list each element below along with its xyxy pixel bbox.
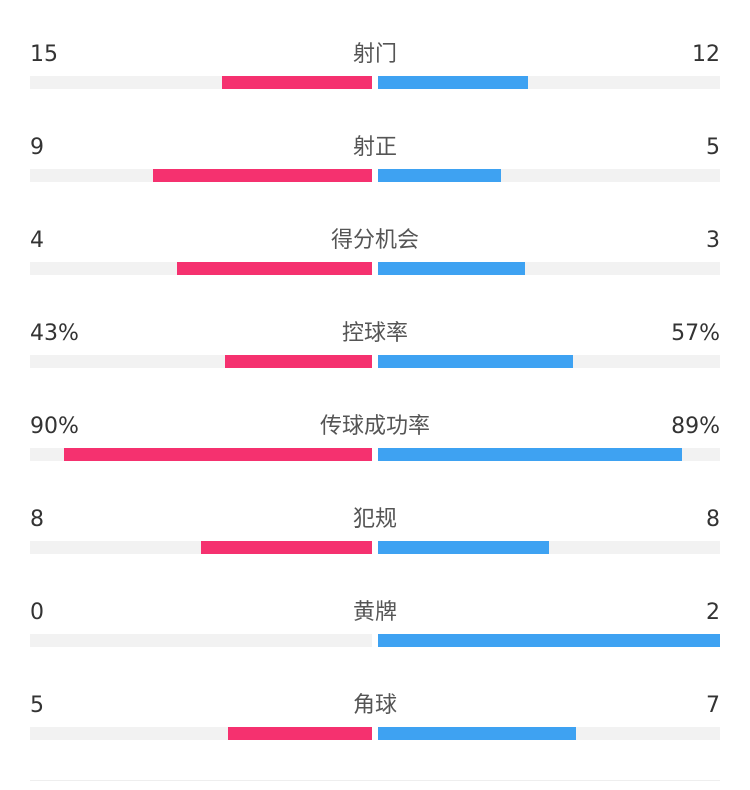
away-value: 2 [706, 600, 720, 625]
home-bar-track [30, 355, 372, 368]
home-bar-track [30, 541, 372, 554]
stat-row: 角球 5 7 [0, 691, 750, 761]
away-bar-track [378, 355, 720, 368]
stat-label: 射门 [352, 42, 397, 67]
stat-row: 得分机会 4 3 [0, 226, 750, 296]
home-bar-track [30, 727, 372, 740]
home-value: 90% [30, 414, 79, 439]
away-value: 12 [692, 42, 720, 67]
home-value: 5 [30, 693, 44, 718]
stat-row: 黄牌 0 2 [0, 598, 750, 668]
home-value: 15 [30, 42, 58, 67]
home-value: 9 [30, 135, 44, 160]
away-value: 8 [706, 507, 720, 532]
away-value: 3 [706, 228, 720, 253]
away-bar [378, 169, 501, 182]
stat-row: 射门 15 12 [0, 40, 750, 110]
away-bar [378, 355, 573, 368]
away-value: 57% [671, 321, 720, 346]
home-bar-track [30, 262, 372, 275]
away-bar-track [378, 727, 720, 740]
home-bar-track [30, 76, 372, 89]
home-bar [153, 169, 372, 182]
away-bar-track [378, 448, 720, 461]
home-value: 8 [30, 507, 44, 532]
stat-label: 黄牌 [352, 600, 397, 625]
home-bar-track [30, 634, 372, 647]
away-value: 7 [706, 693, 720, 718]
stat-label: 控球率 [341, 321, 408, 346]
away-bar-track [378, 262, 720, 275]
bottom-divider [30, 780, 720, 781]
away-bar [378, 262, 525, 275]
away-bar [378, 541, 549, 554]
stat-label: 传球成功率 [319, 414, 430, 439]
home-value: 4 [30, 228, 44, 253]
stat-row: 传球成功率 90% 89% [0, 412, 750, 482]
home-bar [64, 448, 372, 461]
away-bar [378, 727, 576, 740]
away-bar-track [378, 76, 720, 89]
away-bar [378, 448, 682, 461]
away-bar-track [378, 541, 720, 554]
away-bar [378, 634, 720, 647]
away-bar [378, 76, 528, 89]
home-value: 43% [30, 321, 79, 346]
stat-label: 射正 [352, 135, 397, 160]
stat-row: 射正 9 5 [0, 133, 750, 203]
away-bar-track [378, 634, 720, 647]
home-bar-track [30, 169, 372, 182]
away-bar-track [378, 169, 720, 182]
away-value: 89% [671, 414, 720, 439]
stat-label: 得分机会 [330, 228, 419, 253]
home-bar [225, 355, 372, 368]
home-value: 0 [30, 600, 44, 625]
home-bar [228, 727, 372, 740]
stat-label: 犯规 [352, 507, 397, 532]
stat-row: 犯规 8 8 [0, 505, 750, 575]
away-value: 5 [706, 135, 720, 160]
home-bar [222, 76, 372, 89]
home-bar-track [30, 448, 372, 461]
stat-label: 角球 [352, 693, 397, 718]
stat-row: 控球率 43% 57% [0, 319, 750, 389]
home-bar [201, 541, 372, 554]
home-bar [177, 262, 372, 275]
